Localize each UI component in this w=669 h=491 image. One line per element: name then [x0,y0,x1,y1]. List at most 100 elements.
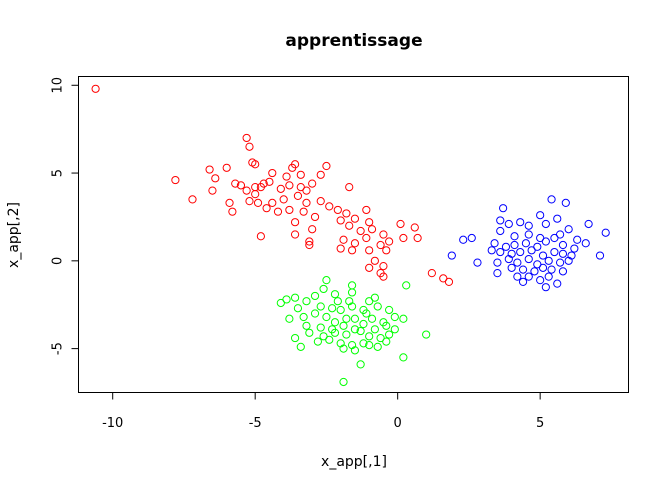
data-point [504,219,513,229]
data-point [268,198,277,207]
data-point [171,175,180,185]
data-point [339,235,348,244]
data-point [504,254,513,264]
data-point [541,283,550,292]
data-point [379,230,388,239]
data-point [362,309,371,318]
data-point [319,284,328,294]
data-point [365,218,374,227]
data-point [285,314,294,323]
data-point [396,219,405,229]
data-point [561,198,570,207]
data-point [305,240,314,250]
data-point [507,263,516,272]
data-point [447,251,456,260]
data-point [496,216,505,225]
data-point [513,258,522,267]
data-point [356,226,365,236]
y-tick-label: 0 [51,257,66,265]
data-point [231,179,240,188]
data-point [501,242,511,251]
data-point [322,276,331,285]
data-point [290,333,300,343]
data-point [308,179,317,188]
series-0 [91,84,454,286]
data-point [402,281,411,290]
data-point [385,305,394,315]
data-point [305,328,314,337]
data-point [493,258,502,267]
y-axis: -5 0 5 10 [51,77,79,355]
x-tick-label: -5 [249,416,262,431]
data-point [316,170,325,179]
data-point [350,239,360,248]
data-point [556,230,565,239]
data-point [276,184,285,193]
data-point [330,318,340,327]
data-point [459,235,468,244]
data-point [236,181,246,190]
data-point [553,279,562,288]
data-point [308,225,317,234]
data-point [584,219,593,229]
y-axis-label: x_app[,2] [6,202,22,268]
data-point [208,186,217,195]
data-point [518,265,528,274]
data-point [390,312,399,322]
data-point [524,272,533,281]
data-point [296,170,305,179]
data-point [222,163,231,172]
data-point [399,314,408,323]
data-point [365,332,374,341]
data-point [370,256,379,265]
data-point [581,239,590,248]
data-point [564,256,573,265]
data-point [382,321,391,330]
data-point [356,360,365,369]
data-point [365,263,374,272]
data-point [350,346,360,355]
data-point [342,330,351,339]
data-point [510,240,519,250]
data-point [347,288,357,297]
data-point [347,246,357,255]
y-tick-label: 5 [51,169,66,177]
data-points [91,84,610,387]
data-point [325,335,334,344]
data-point [359,339,368,348]
data-point [399,233,408,243]
data-point [382,246,391,255]
data-point [356,326,365,336]
data-point [362,205,371,215]
data-point [367,225,377,234]
data-point [524,221,533,230]
data-point [328,304,337,313]
data-point [570,244,579,253]
data-point [379,272,388,281]
data-point [293,191,303,200]
data-point [536,276,545,285]
data-point [370,325,379,334]
data-point [487,246,496,255]
data-point [242,133,251,143]
data-point [336,305,345,315]
data-point [310,291,320,301]
data-point [310,212,320,222]
data-point [544,272,553,281]
data-point [510,232,519,241]
data-point [279,195,288,204]
data-point [339,344,348,353]
data-point [516,247,525,257]
data-point [290,218,300,227]
data-point [595,251,605,260]
data-point [345,221,354,230]
x-tick-label: 5 [536,416,544,431]
data-point [302,198,311,207]
data-point [365,341,374,350]
data-point [316,323,325,332]
data-point [367,314,377,323]
data-point [316,197,325,206]
data-point [211,174,220,183]
data-point [228,207,237,216]
